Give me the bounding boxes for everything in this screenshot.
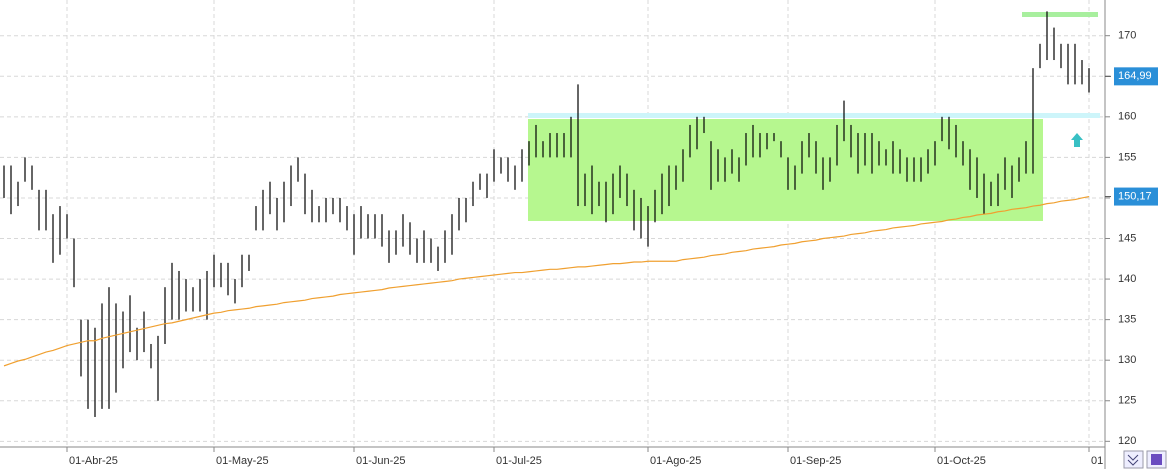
y-tick-label: 160 — [1118, 111, 1136, 123]
marks — [3, 11, 1090, 417]
scroll-icon — [1127, 454, 1139, 466]
up-arrow — [1071, 133, 1083, 147]
x-tick-label: 01-May-25 — [216, 455, 269, 467]
y-tick-label: 130 — [1118, 354, 1136, 366]
price-marker — [1114, 67, 1158, 86]
y-tick-label: 140 — [1118, 273, 1136, 285]
price-marker-label: 150,17 — [1118, 190, 1152, 202]
range-zone — [528, 119, 1043, 221]
x-tick-label: 01-Jul-25 — [496, 455, 542, 467]
price-marker — [1114, 187, 1158, 206]
y-tick-label: 170 — [1118, 30, 1136, 42]
moving-average — [3, 195, 1090, 367]
x-tick-label: 01-Ago-25 — [650, 455, 701, 467]
y-tick-label: 155 — [1118, 151, 1136, 163]
x-tick-label: 01-Oct-25 — [937, 455, 986, 467]
x-tick-label: 01 — [1091, 455, 1103, 467]
price-marker-label: 164,99 — [1118, 70, 1152, 82]
save-icon — [1151, 454, 1162, 465]
top-zone — [1022, 12, 1098, 17]
x-tick-label: 01-Sep-25 — [790, 455, 841, 467]
x-tick-label: 01-Abr-25 — [69, 455, 118, 467]
x-tick-label: 01-Jun-25 — [356, 455, 406, 467]
y-tick-label: 135 — [1118, 314, 1136, 326]
resistance-line — [528, 113, 1100, 118]
y-tick-label: 125 — [1118, 395, 1136, 407]
y-tick-label: 145 — [1118, 232, 1136, 244]
y-tick-label: 120 — [1118, 435, 1136, 447]
grid — [0, 0, 1105, 447]
